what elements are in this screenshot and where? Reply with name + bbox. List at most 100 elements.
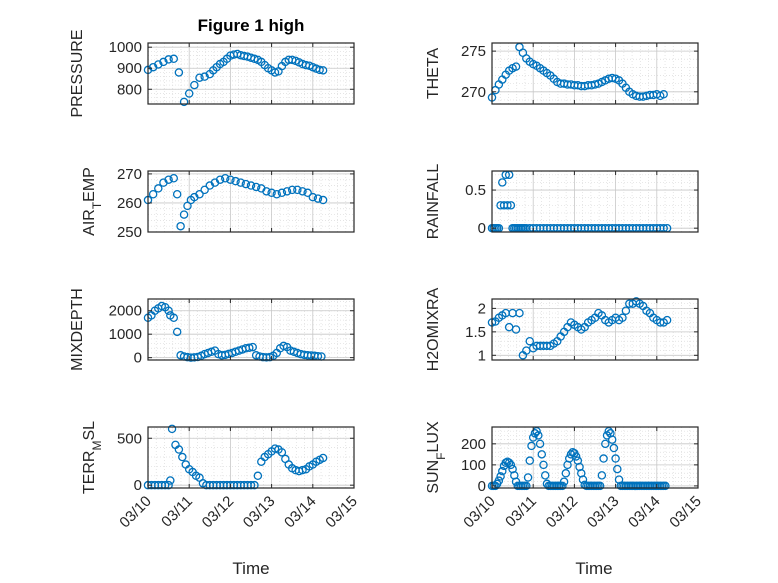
data-point [169, 54, 178, 64]
y-axis-label: MIXDEPTH [69, 288, 86, 371]
y-axis-label: TERRMSL [81, 421, 104, 494]
data-point [661, 481, 670, 491]
y-axis-label: SUNFLUX [425, 421, 448, 494]
data-point [195, 73, 204, 82]
data-point [195, 189, 204, 199]
data-point [613, 464, 622, 474]
x-tick-label: 03/10 [116, 493, 155, 532]
data-point [498, 178, 507, 187]
y-tick-label: 0.5 [465, 182, 486, 199]
data-point [308, 192, 318, 202]
data-point [190, 80, 199, 90]
data-point [220, 174, 230, 183]
data-point [241, 179, 251, 189]
panel-air-temp: 250 260 270 AIRTEMP [81, 166, 355, 241]
data-point [179, 97, 189, 107]
data-point [154, 184, 163, 193]
y-tick-label: 1000 [109, 39, 142, 56]
data-point [174, 68, 184, 77]
data-point [506, 201, 516, 210]
data-point [164, 306, 173, 315]
data-point [303, 188, 312, 198]
data-point [511, 62, 521, 71]
data-point [621, 306, 631, 315]
data-point [172, 189, 182, 199]
data-point [515, 308, 524, 318]
y-tick-label: 260 [117, 195, 142, 212]
data-point [318, 66, 328, 75]
data-point [662, 315, 672, 325]
axes-box [491, 298, 699, 361]
plot-area [492, 427, 698, 488]
data-point [277, 188, 287, 198]
data-point [527, 441, 536, 451]
data-point [166, 476, 175, 485]
data-point [558, 481, 567, 491]
data-point [272, 189, 281, 199]
panel-terr-msl: 0 500 TERRMSL 03/10 03/11 03/12 03/13 03/14 03/1… [81, 421, 361, 532]
x-tick-label: 03/11 [502, 493, 540, 531]
data-point [561, 469, 571, 478]
data-point [246, 480, 256, 490]
data-point [571, 452, 581, 461]
data-point [298, 187, 307, 196]
y-tick-label: 275 [461, 43, 486, 60]
panel-pressure: 800 900 1000 PRESSURE [69, 29, 355, 118]
data-point [267, 188, 276, 198]
data-point [566, 450, 576, 459]
data-point [160, 480, 170, 490]
y-tick-label: 270 [461, 84, 486, 101]
axes-box [491, 170, 699, 233]
data-point [599, 454, 608, 463]
y-tick-label: 0 [134, 350, 142, 367]
data-point [270, 444, 280, 453]
data-point [525, 336, 535, 346]
data-point [525, 456, 535, 465]
data-point [176, 221, 185, 231]
axes-box [147, 42, 355, 105]
axes-box [147, 426, 355, 489]
y-tick-label: 1000 [109, 326, 142, 343]
data-point [270, 68, 280, 77]
data-point [245, 343, 254, 353]
data-point [532, 426, 541, 436]
plot-area [492, 171, 698, 232]
x-tick-label: 03/13 [584, 493, 623, 532]
data-point [169, 174, 178, 183]
data-point [250, 54, 259, 64]
y-tick-label: 1 [478, 347, 486, 364]
data-point [607, 435, 617, 444]
data-point [215, 175, 225, 184]
data-point [597, 471, 607, 480]
data-point [496, 472, 505, 481]
axes-box [147, 170, 355, 233]
data-point [164, 175, 173, 184]
panel-rainfall: 0 0.5 RAINFALL [425, 164, 699, 239]
x-axis-label-right: Time [575, 559, 612, 578]
data-point [659, 89, 668, 99]
x-axis-label-left: Time [232, 559, 269, 578]
data-point [154, 60, 163, 69]
data-point [184, 89, 194, 98]
data-point [578, 475, 588, 484]
data-point [618, 313, 627, 323]
x-tick-label: 03/15 [322, 493, 361, 532]
data-point [540, 471, 550, 480]
y-tick-label: 0 [478, 220, 486, 237]
x-tick-label: 03/10 [460, 493, 499, 532]
data-point [282, 187, 292, 196]
data-point [262, 187, 271, 196]
data-point [601, 439, 610, 449]
data-point [313, 194, 323, 203]
x-tick-label: 03/15 [666, 493, 705, 532]
y-tick-label: 900 [117, 60, 142, 77]
data-point [522, 481, 531, 491]
y-tick-label: 800 [117, 81, 142, 98]
data-point [506, 460, 516, 470]
data-point [148, 189, 158, 199]
data-point [167, 424, 177, 434]
y-tick-label: 0 [134, 477, 142, 494]
x-tick-label: 03/12 [543, 493, 582, 532]
